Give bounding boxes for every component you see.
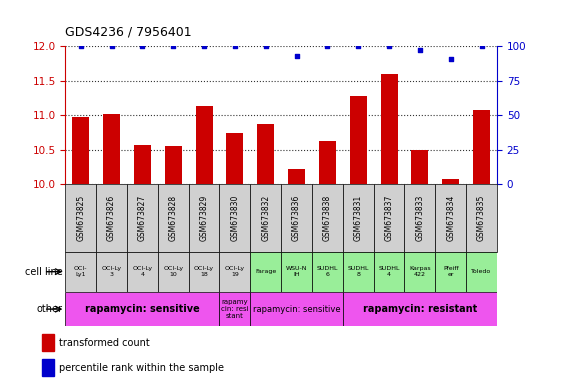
Text: Toledo: Toledo — [471, 269, 492, 274]
Text: other: other — [36, 304, 62, 314]
Bar — [158, 252, 189, 292]
Bar — [189, 184, 219, 252]
Bar — [442, 179, 459, 184]
Text: GSM673831: GSM673831 — [354, 195, 363, 241]
Text: SUDHL
4: SUDHL 4 — [378, 266, 400, 277]
Text: GSM673838: GSM673838 — [323, 195, 332, 241]
Bar — [158, 184, 189, 252]
Point — [323, 43, 332, 49]
Text: GSM673834: GSM673834 — [446, 195, 455, 241]
Bar — [473, 110, 490, 184]
Point — [76, 43, 85, 49]
Bar — [189, 252, 219, 292]
Point — [169, 43, 178, 49]
Bar — [281, 252, 312, 292]
Text: GSM673833: GSM673833 — [415, 195, 424, 241]
Point — [231, 43, 240, 49]
Text: GSM673830: GSM673830 — [231, 195, 239, 241]
Bar — [65, 252, 96, 292]
Text: GSM673827: GSM673827 — [138, 195, 147, 241]
Text: OCI-Ly
3: OCI-Ly 3 — [102, 266, 122, 277]
Text: GSM673828: GSM673828 — [169, 195, 178, 241]
Bar — [42, 359, 54, 376]
Bar — [134, 145, 151, 184]
Text: OCI-Ly
19: OCI-Ly 19 — [225, 266, 245, 277]
Text: cell line: cell line — [25, 266, 62, 277]
Bar — [466, 252, 497, 292]
Bar — [343, 252, 374, 292]
Bar — [195, 106, 212, 184]
Text: GSM673836: GSM673836 — [292, 195, 301, 241]
Text: Karpas
422: Karpas 422 — [409, 266, 431, 277]
Bar — [219, 252, 250, 292]
Bar — [250, 252, 281, 292]
Text: Farage: Farage — [255, 269, 277, 274]
Point — [415, 47, 424, 53]
Bar — [404, 184, 435, 252]
Text: transformed count: transformed count — [59, 338, 149, 348]
Text: WSU-N
IH: WSU-N IH — [286, 266, 307, 277]
Bar — [312, 252, 343, 292]
Point — [199, 43, 208, 49]
Text: OCI-Ly
4: OCI-Ly 4 — [132, 266, 152, 277]
Text: SUDHL
6: SUDHL 6 — [317, 266, 338, 277]
Bar — [96, 252, 127, 292]
Bar — [466, 184, 497, 252]
Point — [446, 55, 456, 61]
Text: SUDHL
8: SUDHL 8 — [348, 266, 369, 277]
Bar — [312, 184, 343, 252]
Bar — [250, 184, 281, 252]
Text: rapamycin: sensitive: rapamycin: sensitive — [85, 304, 200, 314]
Bar — [65, 184, 96, 252]
Text: rapamy
cin: resi
stant: rapamy cin: resi stant — [221, 299, 249, 319]
Bar — [343, 184, 374, 252]
Bar — [127, 252, 158, 292]
Text: GSM673829: GSM673829 — [199, 195, 208, 241]
Bar — [127, 184, 158, 252]
Text: OCI-Ly
18: OCI-Ly 18 — [194, 266, 214, 277]
Bar — [96, 184, 127, 252]
Text: GSM673826: GSM673826 — [107, 195, 116, 241]
Bar — [42, 334, 54, 351]
Point — [292, 53, 301, 59]
Bar — [374, 252, 404, 292]
Point — [354, 43, 363, 49]
Bar — [435, 184, 466, 252]
Bar — [165, 146, 182, 184]
Bar — [288, 169, 305, 184]
Bar — [343, 292, 497, 326]
Bar — [381, 74, 398, 184]
Bar — [374, 184, 404, 252]
Bar — [435, 252, 466, 292]
Text: GSM673835: GSM673835 — [477, 195, 486, 241]
Bar — [350, 96, 367, 184]
Text: GSM673837: GSM673837 — [385, 195, 394, 241]
Text: GDS4236 / 7956401: GDS4236 / 7956401 — [65, 25, 192, 38]
Bar — [65, 292, 219, 326]
Text: rapamycin: resistant: rapamycin: resistant — [363, 304, 477, 314]
Bar — [219, 292, 250, 326]
Bar — [319, 141, 336, 184]
Point — [107, 43, 116, 49]
Bar — [72, 117, 89, 184]
Text: percentile rank within the sample: percentile rank within the sample — [59, 362, 224, 373]
Bar — [257, 124, 274, 184]
Bar — [404, 252, 435, 292]
Bar — [281, 184, 312, 252]
Point — [261, 43, 270, 49]
Point — [477, 43, 486, 49]
Text: GSM673832: GSM673832 — [261, 195, 270, 241]
Text: rapamycin: sensitive: rapamycin: sensitive — [253, 305, 340, 314]
Bar — [250, 292, 343, 326]
Point — [138, 43, 147, 49]
Bar — [411, 150, 428, 184]
Bar — [227, 133, 243, 184]
Bar — [219, 184, 250, 252]
Text: Pfeiff
er: Pfeiff er — [443, 266, 458, 277]
Point — [385, 43, 394, 49]
Text: OCI-
Ly1: OCI- Ly1 — [74, 266, 87, 277]
Bar — [103, 114, 120, 184]
Text: GSM673825: GSM673825 — [76, 195, 85, 241]
Text: OCI-Ly
10: OCI-Ly 10 — [163, 266, 183, 277]
